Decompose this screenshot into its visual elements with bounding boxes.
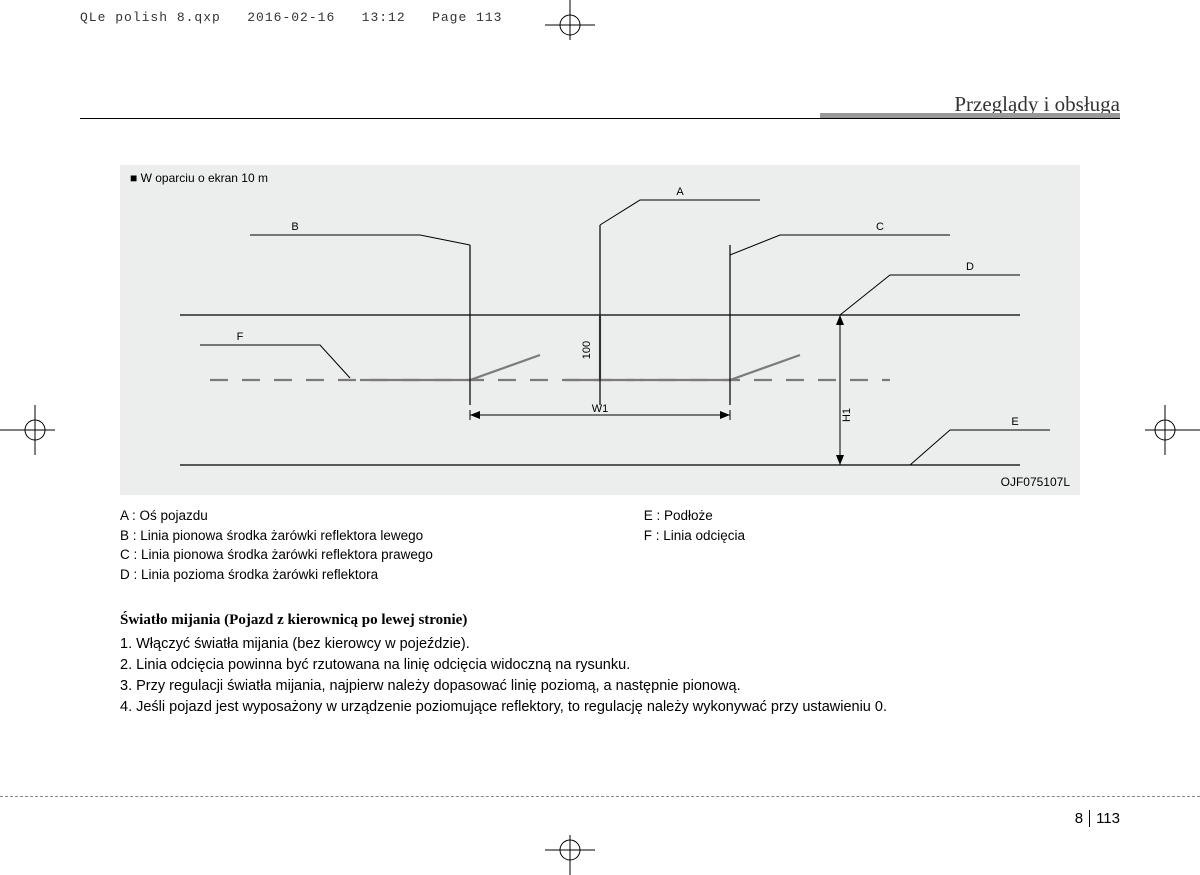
body-item-4: 4. Jeśli pojazd jest wyposażony w urządz… — [120, 697, 1110, 718]
page-folio: 8 113 — [1075, 810, 1120, 827]
legend-b: B : Linia pionowa środka żarówki reflekt… — [120, 526, 640, 546]
registration-mark-right — [1145, 400, 1200, 460]
legend-c: C : Linia pionowa środka żarówki reflekt… — [120, 545, 640, 565]
slug-date: 2016-02-16 — [247, 10, 335, 25]
folio-chapter: 8 — [1075, 810, 1090, 827]
registration-mark-top — [540, 0, 600, 40]
label-b: B — [291, 221, 298, 233]
legend-f: F : Linia odcięcia — [644, 526, 1044, 546]
slug-time: 13:12 — [362, 10, 406, 25]
label-e: E — [1011, 416, 1018, 428]
headlight-aim-diagram: ■ W oparciu o ekran 10 m OJF075107L A B … — [120, 165, 1080, 495]
body-heading: Światło mijania (Pojazd z kierownicą po … — [120, 610, 1110, 632]
body-text: Światło mijania (Pojazd z kierownicą po … — [120, 610, 1110, 718]
label-c: C — [876, 221, 884, 233]
body-item-1: 1. Włączyć światła mijania (bez kierowcy… — [120, 634, 1110, 655]
legend-a: A : Oś pojazdu — [120, 506, 640, 526]
title-rule — [80, 118, 1120, 119]
label-f: F — [237, 331, 244, 343]
label-d: D — [966, 261, 974, 273]
body-item-3: 3. Przy regulacji światła mijania, najpi… — [120, 676, 1110, 697]
slug-file: QLe polish 8.qxp — [80, 10, 221, 25]
dim-w1: W1 — [592, 403, 609, 415]
diagram-svg: A B C D E F W1 H1 100 — [120, 165, 1080, 495]
dim-100: 100 — [581, 341, 593, 359]
folio-page: 113 — [1096, 810, 1120, 827]
legend-e: E : Podłoże — [644, 506, 1044, 526]
figure-legend: A : Oś pojazdu B : Linia pionowa środka … — [120, 506, 1080, 584]
label-a: A — [676, 186, 684, 198]
print-slug: QLe polish 8.qxp 2016-02-16 13:12 Page 1… — [80, 10, 503, 25]
registration-mark-bottom — [540, 835, 600, 875]
dim-h1: H1 — [841, 408, 853, 422]
registration-mark-left — [0, 400, 55, 460]
body-item-2: 2. Linia odcięcia powinna być rzutowana … — [120, 655, 1110, 676]
footer-rule — [0, 796, 1200, 797]
legend-d: D : Linia pozioma środka żarówki reflekt… — [120, 565, 640, 585]
slug-page: Page 113 — [432, 10, 502, 25]
